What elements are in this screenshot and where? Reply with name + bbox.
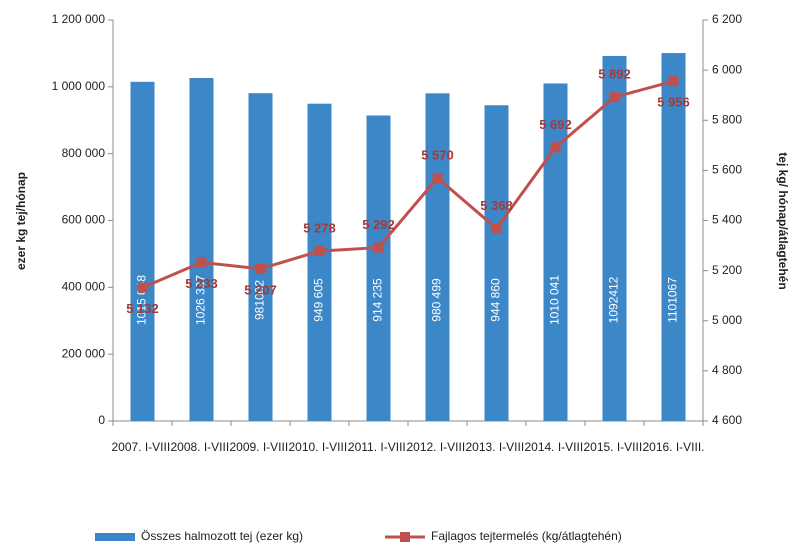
x-tick-label-box: 2007. I-VIII.: [111, 440, 174, 454]
x-tick-label: 2014. I-VIII.: [524, 440, 587, 454]
y-tick-label: 0: [98, 413, 105, 427]
line-value-label: 5 892: [598, 67, 631, 82]
x-tick-label-box: 2009. I-VIII.: [229, 440, 292, 454]
y2-tick-label: 6 200: [712, 12, 742, 26]
legend-label: Összes halmozott tej (ezer kg): [141, 529, 303, 543]
bar: [366, 115, 391, 422]
line-value-label: 5 132: [126, 301, 159, 316]
y2-tick-label: 6 000: [712, 62, 742, 76]
y2-tick-label: 4 600: [712, 413, 742, 427]
line-marker: [432, 172, 443, 183]
y2-tick-label: 5 000: [712, 313, 742, 327]
bar: [602, 55, 627, 421]
x-tick-label: 2015. I-VIII.: [583, 440, 646, 454]
line-marker: [255, 263, 266, 274]
line-marker: [491, 223, 502, 234]
legend-swatch: [95, 533, 135, 541]
y2-tick-label: 5 800: [712, 112, 742, 126]
x-tick-label: 2009. I-VIII.: [229, 440, 292, 454]
line-marker: [196, 257, 207, 268]
line-value-label: 5 692: [539, 117, 572, 132]
x-tick-label-box: 2014. I-VIII.: [524, 440, 587, 454]
bar: [661, 53, 686, 421]
line-value-label: 5 368: [480, 198, 513, 213]
y2-axis-title: tej kg/ hónap/átlagtehén: [776, 152, 790, 289]
x-tick-label-box: 2016. I-VIII.: [642, 440, 705, 454]
line-marker: [609, 92, 620, 103]
legend-label: Fajlagos tejtermelés (kg/átlagtehén): [431, 529, 622, 543]
line-value-label: 5 207: [244, 282, 277, 297]
bar-value-label: 1010 041: [548, 275, 562, 325]
bar: [543, 83, 568, 421]
line-marker: [314, 246, 325, 257]
y2-tick-label: 5 600: [712, 163, 742, 177]
x-tick-label-box: 2011. I-VIII.: [347, 440, 410, 454]
line-marker: [373, 242, 384, 253]
x-tick-label-box: 2010. I-VIII.: [288, 440, 351, 454]
y-tick-label: 600 000: [62, 213, 106, 227]
x-tick-label-box: 2012. I-VIII.: [406, 440, 469, 454]
y2-tick-label: 4 800: [712, 363, 742, 377]
x-tick-label: 2012. I-VIII.: [406, 440, 469, 454]
bar-value-label: 1026 337: [194, 275, 208, 325]
y-tick-label: 1 200 000: [52, 12, 106, 26]
x-tick-label: 2011. I-VIII.: [347, 440, 410, 454]
x-tick-label-box: 2015. I-VIII.: [583, 440, 646, 454]
x-tick-label: 2008. I-VIII.: [170, 440, 233, 454]
x-tick-label: 2016. I-VIII.: [642, 440, 705, 454]
line-marker: [668, 76, 679, 87]
bar-value-label: 949 605: [312, 278, 326, 322]
bar: [307, 103, 332, 422]
bar-value-label: 944 860: [489, 278, 503, 322]
x-tick-label: 2013. I-VIII.: [465, 440, 528, 454]
bar: [130, 81, 155, 421]
y-tick-label: 200 000: [62, 346, 106, 360]
y-tick-label: 800 000: [62, 146, 106, 160]
x-tick-label: 2007. I-VIII.: [111, 440, 174, 454]
x-tick-label-box: 2008. I-VIII.: [170, 440, 233, 454]
bar: [484, 105, 509, 422]
bar-value-label: 914 235: [371, 278, 385, 322]
y2-tick-label: 5 400: [712, 213, 742, 227]
bar-value-label: 1101067: [666, 277, 680, 323]
line-marker: [550, 142, 561, 153]
line-value-label: 5 292: [362, 217, 395, 232]
bar-value-label: 981002: [253, 280, 267, 320]
x-tick-label-box: 2013. I-VIII.: [465, 440, 528, 454]
x-tick-label: 2010. I-VIII.: [288, 440, 351, 454]
bar: [189, 78, 214, 422]
y-axis-title: ezer kg tej/hónap: [14, 172, 28, 270]
line-marker: [137, 282, 148, 293]
y-tick-label: 1 000 000: [52, 79, 106, 93]
line-value-label: 5 233: [185, 276, 218, 291]
y-tick-label: 400 000: [62, 280, 106, 294]
y2-tick-label: 5 200: [712, 263, 742, 277]
bar-value-label: 980 499: [430, 278, 444, 322]
bar: [248, 93, 273, 422]
bar-value-label: 1092412: [607, 276, 621, 323]
line-value-label: 5 278: [303, 221, 336, 236]
line-value-label: 5 570: [421, 147, 454, 162]
line-value-label: 5 956: [657, 95, 690, 110]
legend-marker: [400, 532, 410, 542]
bar: [425, 93, 450, 421]
line: [141, 79, 674, 290]
bar-value-label: 1015 048: [135, 275, 149, 325]
